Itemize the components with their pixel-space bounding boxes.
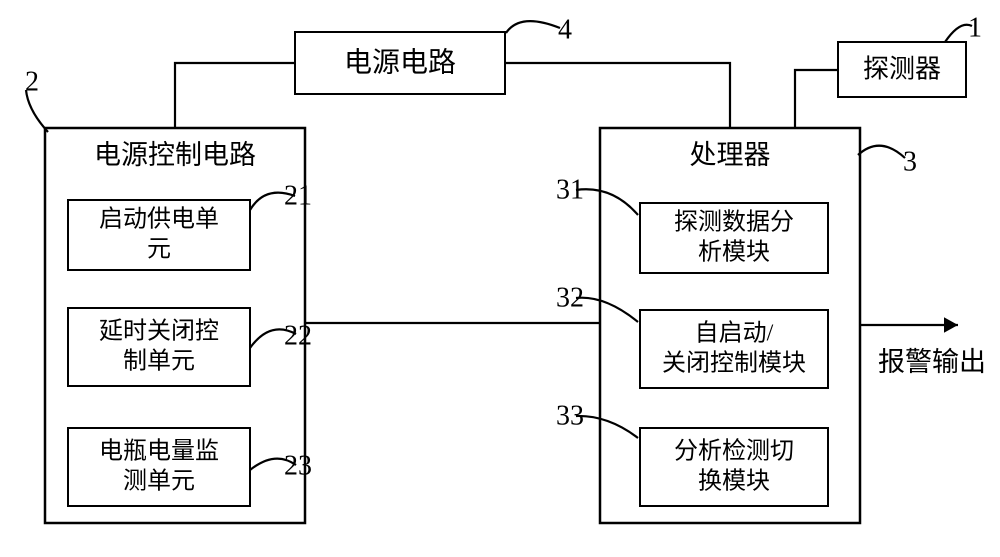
output-label: 报警输出 <box>878 347 986 377</box>
leader-32 <box>576 298 638 322</box>
sub-analysis_mod-l2: 析模块 <box>698 239 770 266</box>
sub-auto_mod-l1: 自启动/ <box>695 320 774 347</box>
leader-33 <box>576 416 638 438</box>
sub-delay_unit-l2: 制单元 <box>123 348 195 375</box>
leader-31 <box>576 189 638 215</box>
sub-battery_unit-l1: 电瓶电量监 <box>99 438 219 465</box>
tag-1: 1 <box>968 12 982 43</box>
conn-power->right <box>505 63 730 128</box>
detector-label: 探测器 <box>863 54 941 83</box>
tag-33: 33 <box>556 400 584 431</box>
sub-start_unit-l1: 启动供电单 <box>99 206 219 233</box>
sub-switch_mod-l1: 分析检测切 <box>674 438 794 465</box>
tag-22: 22 <box>284 320 312 351</box>
sub-auto_mod-l2: 关闭控制模块 <box>662 350 806 377</box>
tag-32: 32 <box>556 282 584 313</box>
leader-4 <box>506 21 560 33</box>
tag-2: 2 <box>25 66 39 97</box>
right-container-title: 处理器 <box>690 140 771 170</box>
output-arrow-head <box>944 317 958 332</box>
power-circuit-label: 电源电路 <box>344 46 456 78</box>
tag-23: 23 <box>284 450 312 481</box>
sub-delay_unit-l1: 延时关闭控 <box>99 318 219 345</box>
sub-analysis_mod-l1: 探测数据分 <box>674 209 794 236</box>
tag-21: 21 <box>284 180 312 211</box>
conn-detector->proc <box>795 70 838 128</box>
conn-power->left <box>175 63 295 128</box>
sub-switch_mod-l2: 换模块 <box>698 468 770 495</box>
tag-3: 3 <box>903 146 917 177</box>
tag-4: 4 <box>558 14 572 45</box>
leader-3 <box>858 146 905 158</box>
sub-battery_unit-l2: 测单元 <box>123 468 195 495</box>
left-container-title: 电源控制电路 <box>94 140 256 170</box>
tag-31: 31 <box>556 174 584 205</box>
sub-start_unit-l2: 元 <box>147 237 171 263</box>
